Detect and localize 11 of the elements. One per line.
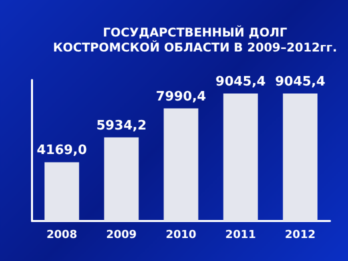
x-tick-label: 2012: [284, 228, 316, 241]
data-label: 5934,2: [96, 118, 146, 134]
chart-title: ГОСУДАРСТВЕННЫЙ ДОЛГ КОСТРОМСКОЙ ОБЛАСТИ В 2009–2012гг.: [52, 24, 338, 54]
x-tick-label: 2010: [166, 228, 197, 241]
x-tick-label: 2011: [225, 228, 256, 241]
data-label: 9045,4: [216, 74, 266, 90]
data-label: 4169,0: [36, 143, 87, 158]
data-label: 9045,4: [275, 74, 326, 90]
data-label: 7990,4: [156, 89, 206, 104]
x-tick-label: 2008: [46, 228, 78, 241]
x-tick-label: 2009: [106, 228, 137, 241]
